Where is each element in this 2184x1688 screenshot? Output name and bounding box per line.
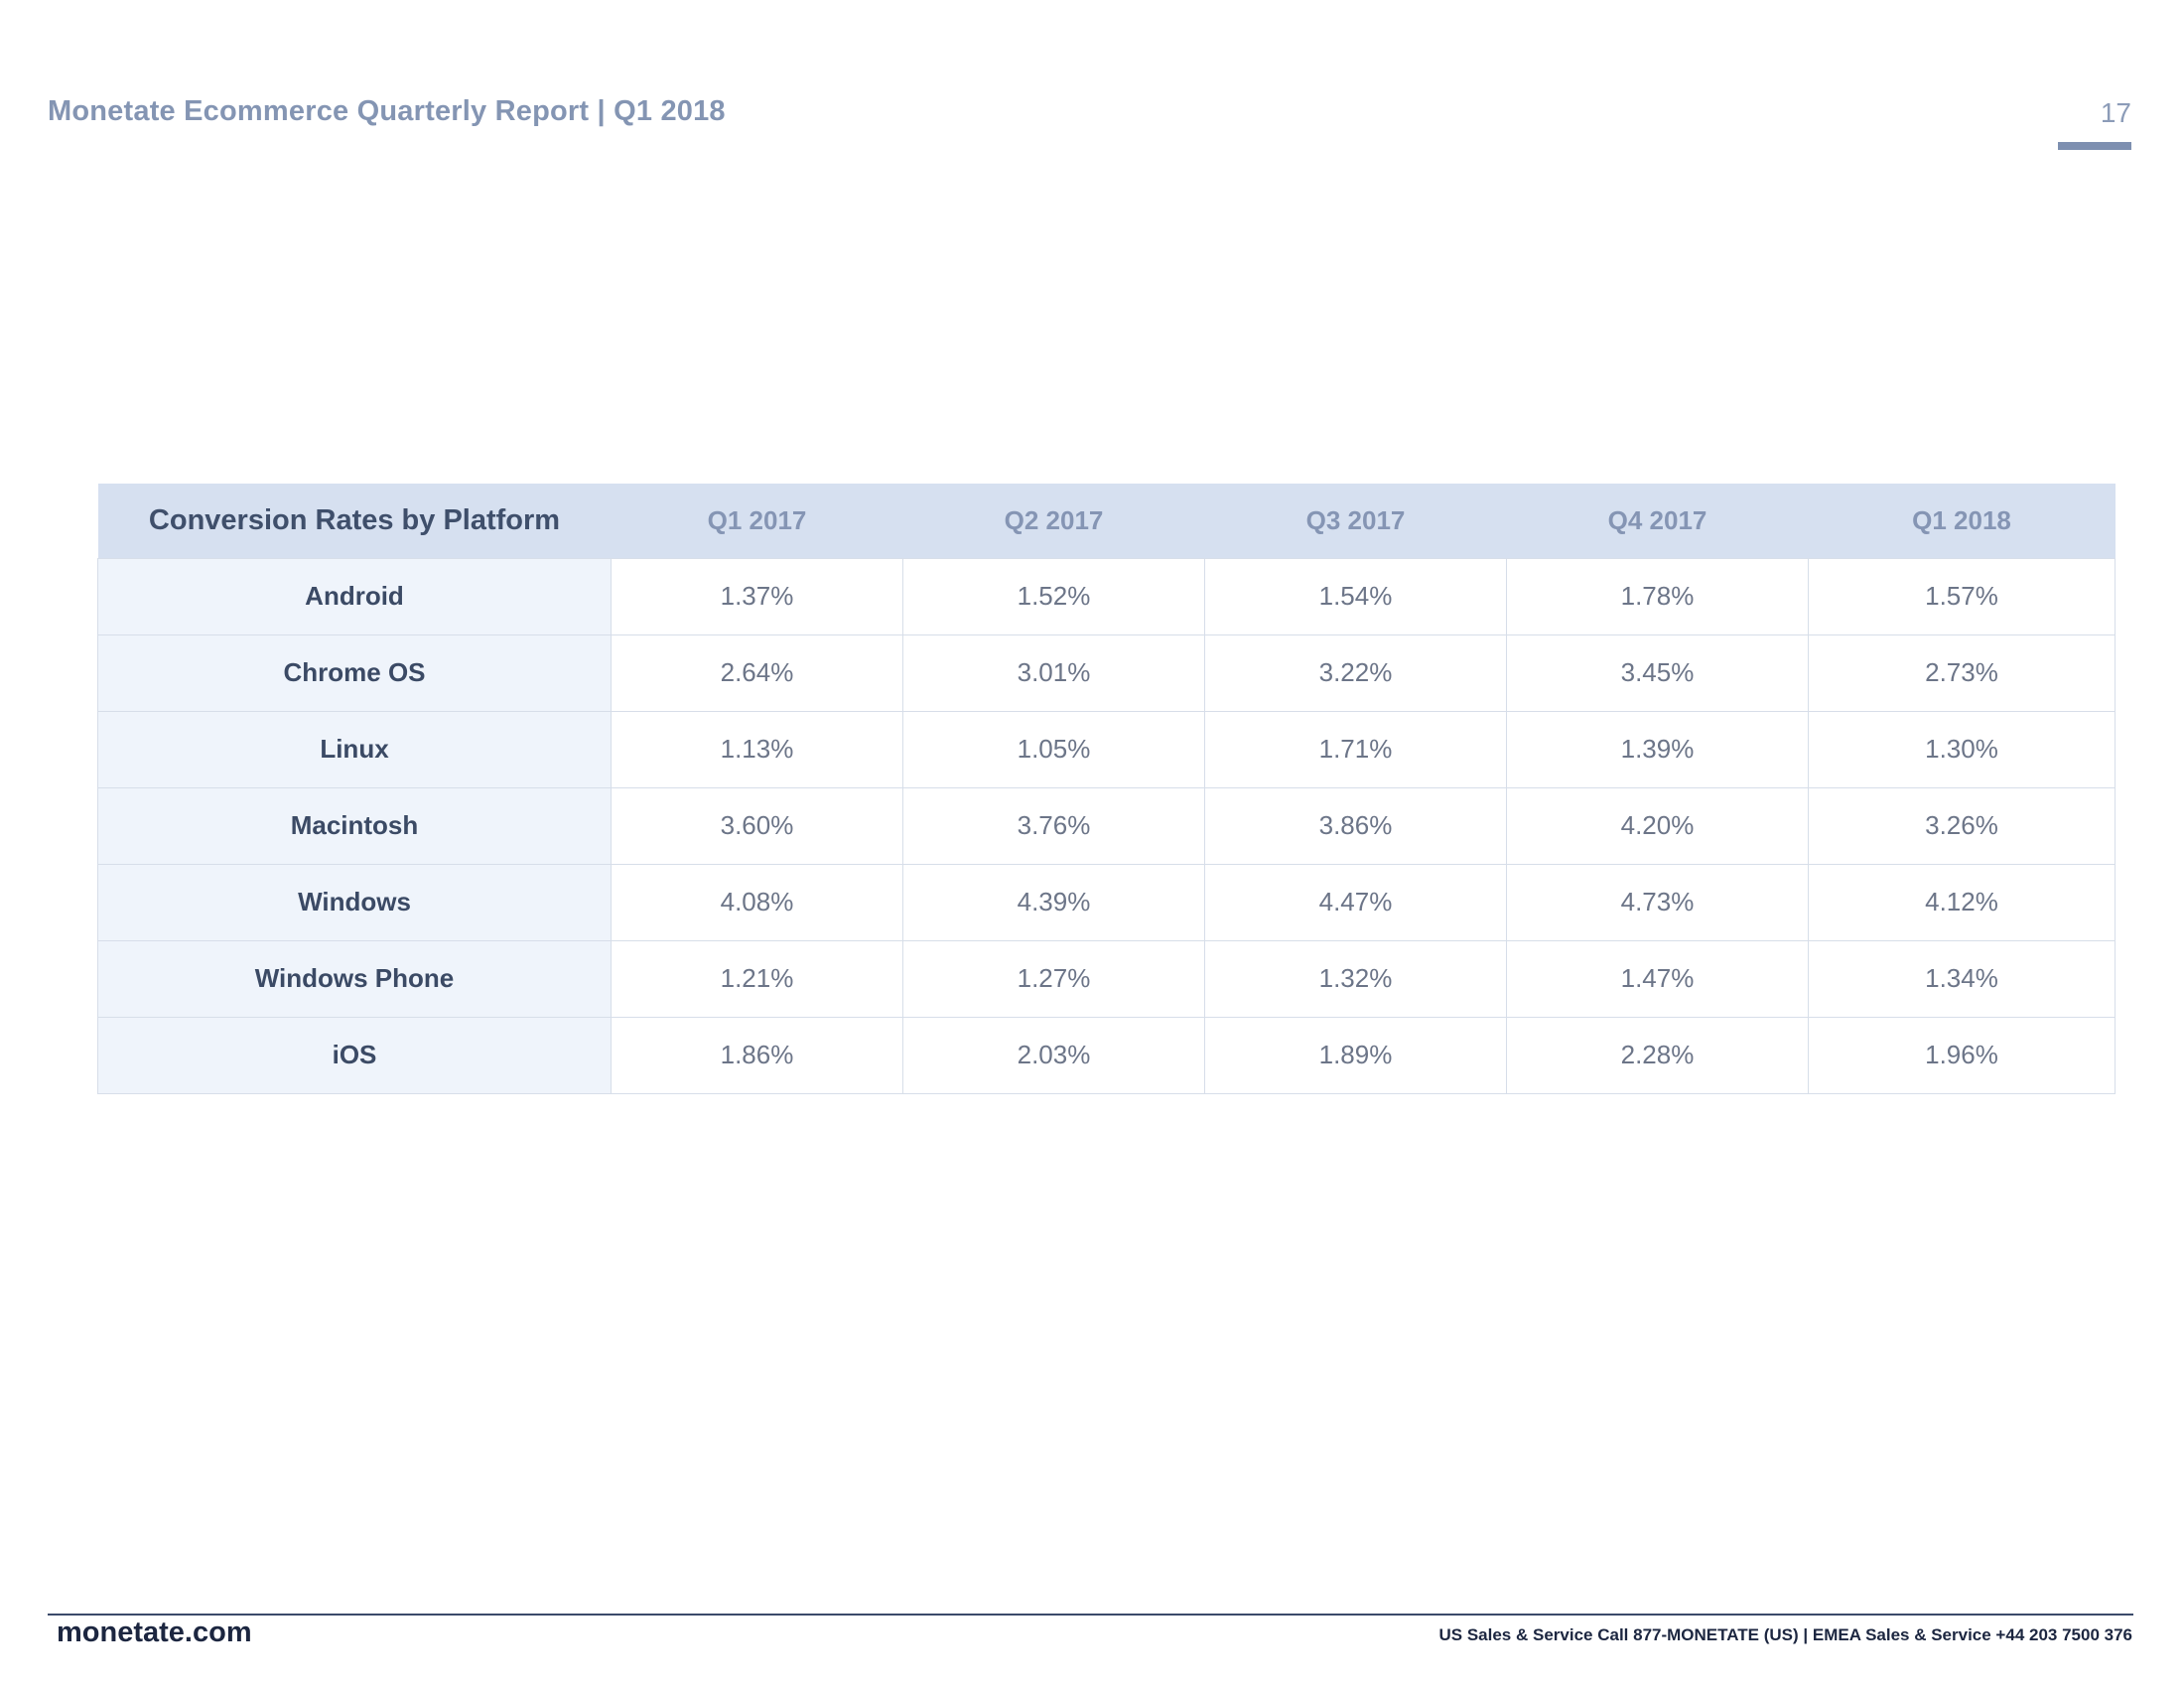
footer-contact-info: US Sales & Service Call 877-MONETATE (US… xyxy=(1438,1625,2133,1644)
page-number: 17 xyxy=(2100,97,2131,128)
table-row: Windows 4.08% 4.39% 4.47% 4.73% 4.12% xyxy=(97,863,2116,941)
table-cell: 4.39% xyxy=(902,863,1205,941)
table-cell: 2.64% xyxy=(611,633,903,712)
report-title: Monetate Ecommerce Quarterly Report | Q1… xyxy=(48,95,726,127)
table-row: Linux 1.13% 1.05% 1.71% 1.39% 1.30% xyxy=(97,710,2116,788)
table-cell: 1.96% xyxy=(1808,1016,2116,1094)
table-cell: 1.57% xyxy=(1808,557,2116,635)
column-header-q1-2018: Q1 2018 xyxy=(1912,504,2011,535)
table-cell: 4.73% xyxy=(1506,863,1809,941)
table-cell: 1.30% xyxy=(1808,710,2116,788)
table-cell: 3.76% xyxy=(902,786,1205,865)
table-cell: 4.47% xyxy=(1204,863,1507,941)
column-header-q4-2017: Q4 2017 xyxy=(1607,504,1707,535)
column-header-q3-2017: Q3 2017 xyxy=(1305,504,1406,535)
table-row: Macintosh 3.60% 3.76% 3.86% 4.20% 3.26% xyxy=(97,786,2116,865)
row-label-linux: Linux xyxy=(97,710,612,788)
table-cell: 1.89% xyxy=(1204,1016,1507,1094)
page-number-accent-bar xyxy=(2058,142,2131,150)
table-cell: 3.22% xyxy=(1204,633,1507,712)
table-cell: 2.28% xyxy=(1506,1016,1809,1094)
table-cell: 1.78% xyxy=(1506,557,1809,635)
row-label-android: Android xyxy=(97,557,612,635)
column-header-q2-2017: Q2 2017 xyxy=(1004,504,1104,535)
row-label-macintosh: Macintosh xyxy=(97,786,612,865)
table-row: Windows Phone 1.21% 1.27% 1.32% 1.47% 1.… xyxy=(97,939,2116,1018)
table-cell: 3.01% xyxy=(902,633,1205,712)
row-label-chrome-os: Chrome OS xyxy=(97,633,612,712)
row-label-ios: iOS xyxy=(97,1016,612,1094)
table-title-header: Conversion Rates by Platform xyxy=(148,503,561,536)
footer-divider xyxy=(48,1614,2133,1616)
table-cell: 4.12% xyxy=(1808,863,2116,941)
table-header-row: Conversion Rates by Platform Q1 2017 Q2 … xyxy=(97,484,2116,558)
row-label-windows-phone: Windows Phone xyxy=(97,939,612,1018)
table-cell: 3.26% xyxy=(1808,786,2116,865)
table-row: Chrome OS 2.64% 3.01% 3.22% 3.45% 2.73% xyxy=(97,633,2116,712)
table-cell: 3.86% xyxy=(1204,786,1507,865)
column-header-q1-2017: Q1 2017 xyxy=(707,504,807,535)
table-cell: 1.39% xyxy=(1506,710,1809,788)
table-cell: 1.32% xyxy=(1204,939,1507,1018)
table-cell: 1.86% xyxy=(611,1016,903,1094)
table-cell: 4.20% xyxy=(1506,786,1809,865)
table-cell: 3.45% xyxy=(1506,633,1809,712)
table-row: iOS 1.86% 2.03% 1.89% 2.28% 1.96% xyxy=(97,1016,2116,1094)
table-cell: 2.73% xyxy=(1808,633,2116,712)
footer-brand: monetate.com xyxy=(57,1617,252,1648)
table-row: Android 1.37% 1.52% 1.54% 1.78% 1.57% xyxy=(97,557,2116,635)
table-cell: 1.54% xyxy=(1204,557,1507,635)
table-cell: 1.37% xyxy=(611,557,903,635)
table-cell: 1.05% xyxy=(902,710,1205,788)
row-label-windows: Windows xyxy=(97,863,612,941)
table-cell: 3.60% xyxy=(611,786,903,865)
table-cell: 1.13% xyxy=(611,710,903,788)
table-cell: 4.08% xyxy=(611,863,903,941)
table-cell: 1.34% xyxy=(1808,939,2116,1018)
table-cell: 1.47% xyxy=(1506,939,1809,1018)
table-cell: 1.52% xyxy=(902,557,1205,635)
table-cell: 1.71% xyxy=(1204,710,1507,788)
table-cell: 1.27% xyxy=(902,939,1205,1018)
conversion-rates-table: Conversion Rates by Platform Q1 2017 Q2 … xyxy=(97,484,2116,1094)
table-cell: 1.21% xyxy=(611,939,903,1018)
table-cell: 2.03% xyxy=(902,1016,1205,1094)
